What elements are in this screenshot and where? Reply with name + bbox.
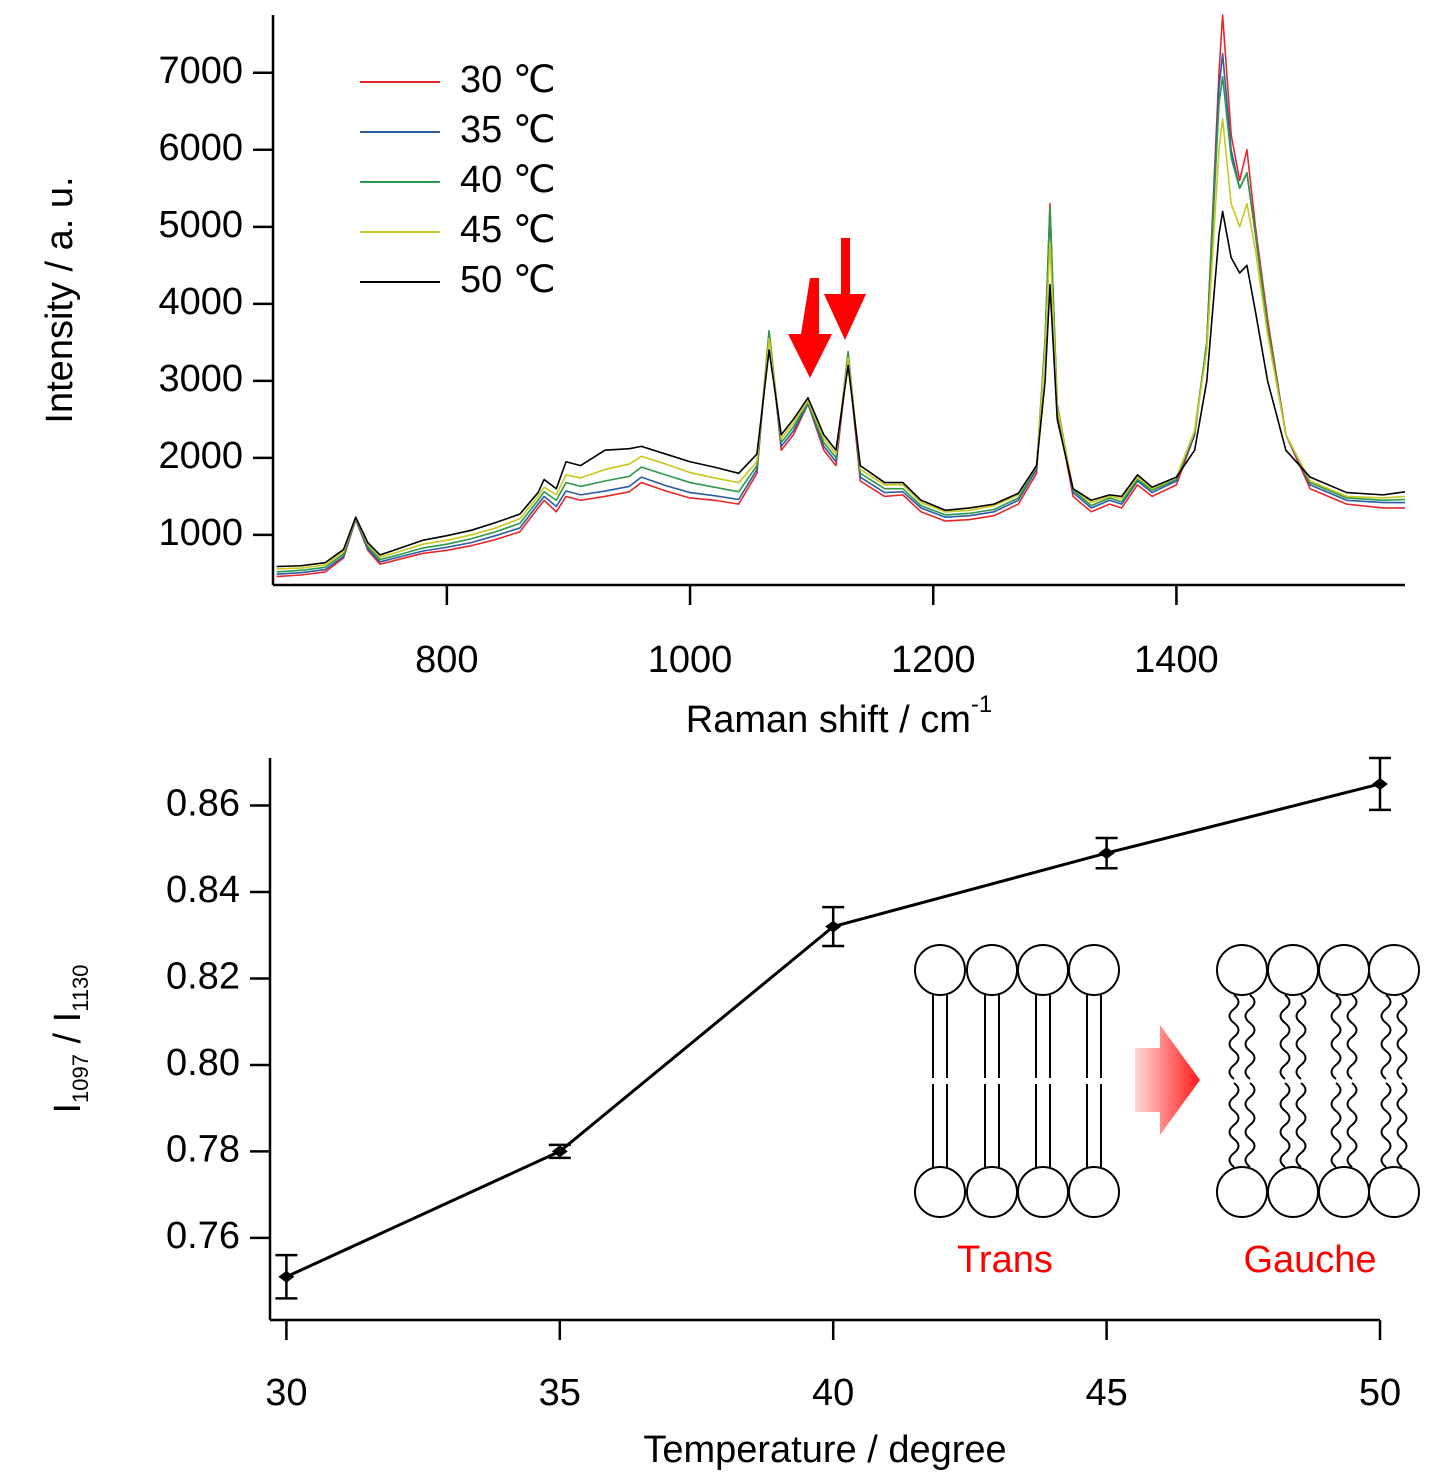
y-tick-label: 0.76 xyxy=(166,1215,240,1257)
y-axis-label: Intensity / a. u. xyxy=(39,176,81,423)
x-tick-label: 50 xyxy=(1359,1372,1401,1414)
data-point xyxy=(278,1270,295,1283)
label-part: / I xyxy=(47,1012,89,1054)
membrane-gauche xyxy=(1216,944,1420,1218)
data-line xyxy=(276,210,1406,568)
y-tick-label: 6000 xyxy=(158,127,243,169)
x-tick-label: 1400 xyxy=(1134,639,1219,681)
data-point xyxy=(1372,777,1388,790)
red-arrow xyxy=(824,238,866,340)
x-tick-label: 35 xyxy=(539,1372,581,1414)
membrane-trans xyxy=(914,944,1120,1218)
y-tick-label: 4000 xyxy=(158,281,243,323)
x-axis-label: Temperature / degree xyxy=(643,1429,1006,1471)
legend-label: 45 ℃ xyxy=(460,209,556,251)
label-part: Intensity / a. u. xyxy=(39,176,81,423)
data-line xyxy=(285,782,1381,1279)
data-point xyxy=(825,920,842,933)
y-tick-label: 3000 xyxy=(158,358,243,400)
y-tick-label: 0.82 xyxy=(166,956,240,998)
y-tick-label: 0.80 xyxy=(166,1042,240,1084)
legend-label: 40 ℃ xyxy=(460,159,556,201)
y-tick-label: 5000 xyxy=(158,204,243,246)
y-tick-label: 7000 xyxy=(158,50,243,92)
y-tick-label: 0.84 xyxy=(166,869,240,911)
label-part: Raman shift / cm xyxy=(686,699,971,741)
x-tick-label: 800 xyxy=(415,639,478,681)
x-tick-label: 1200 xyxy=(891,639,976,681)
label-part: Temperature / degree xyxy=(643,1429,1006,1471)
label-subscript: 1130 xyxy=(68,964,93,1011)
x-tick-label: 1000 xyxy=(648,639,733,681)
legend-label: 35 ℃ xyxy=(460,109,556,151)
data-point xyxy=(1098,847,1115,860)
legend-label: 30 ℃ xyxy=(460,59,556,101)
legend-label: 50 ℃ xyxy=(460,259,556,301)
data-point xyxy=(551,1145,568,1158)
transition-arrow xyxy=(1135,1025,1200,1135)
red-arrow xyxy=(788,278,832,378)
y-tick-label: 1000 xyxy=(158,512,243,554)
y-tick-label: 0.78 xyxy=(166,1128,240,1170)
x-axis-label: Raman shift / cm-1 xyxy=(686,691,992,741)
x-tick-label: 30 xyxy=(265,1372,307,1414)
y-tick-label: 0.86 xyxy=(166,783,240,825)
label-part: I xyxy=(47,1103,89,1114)
x-tick-label: 45 xyxy=(1085,1372,1127,1414)
data-line xyxy=(276,118,1406,570)
annotation: Gauche xyxy=(1243,1239,1376,1281)
annotation: Trans xyxy=(957,1239,1053,1281)
label-subscript: 1097 xyxy=(68,1054,93,1103)
label-superscript: -1 xyxy=(971,691,992,718)
y-axis-label: I1097 / I1130 xyxy=(47,964,93,1113)
y-tick-label: 2000 xyxy=(158,435,243,477)
x-tick-label: 40 xyxy=(812,1372,854,1414)
